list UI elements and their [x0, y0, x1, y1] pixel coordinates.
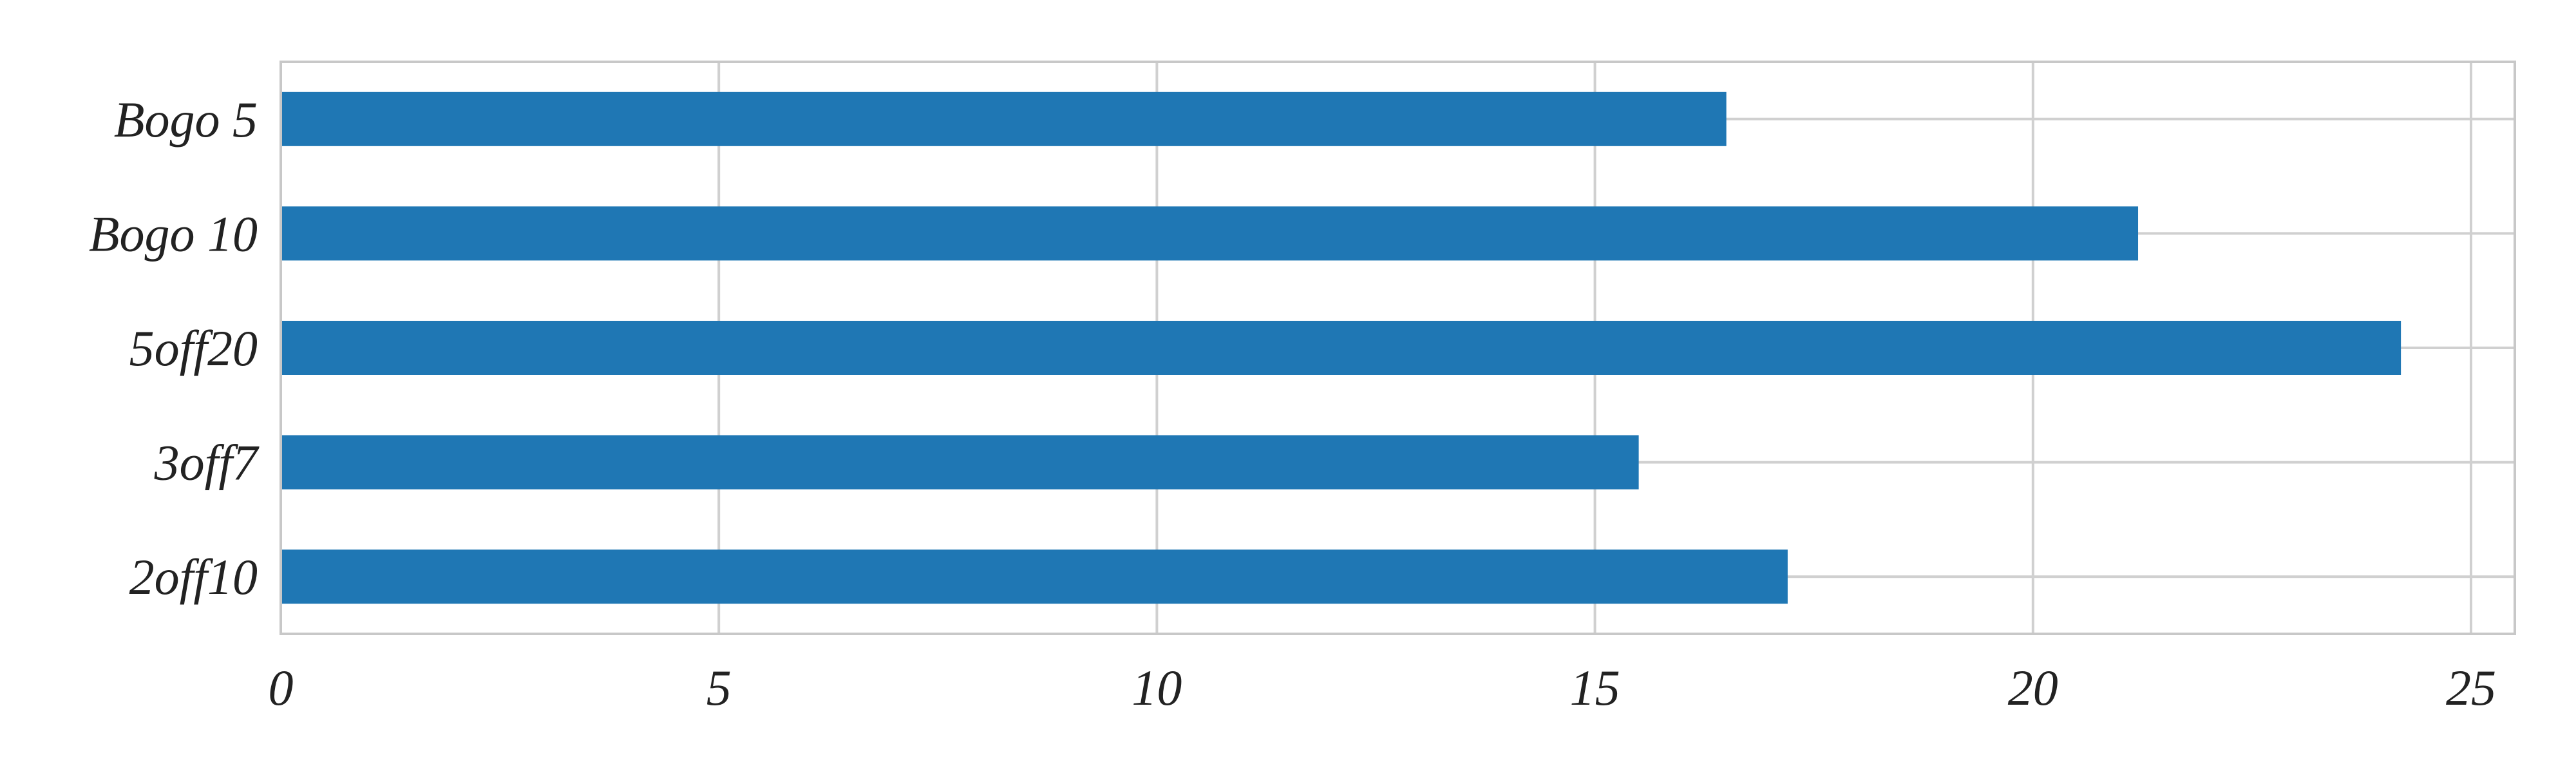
bar [281, 206, 2139, 261]
x-tick-label: 15 [1570, 660, 1620, 716]
bars [281, 91, 2401, 604]
x-tick-label: 0 [269, 660, 294, 716]
x-axis-tick-labels: 0 5 10 15 20 25 [269, 660, 2496, 716]
bar [281, 321, 2401, 375]
bar [281, 549, 1788, 604]
x-tick-label: 25 [2446, 660, 2496, 716]
category-label: 5off20 [129, 320, 258, 376]
category-label: Bogo 10 [89, 205, 258, 262]
x-tick-label: 20 [2008, 660, 2058, 716]
plot-frame [279, 61, 2516, 635]
category-label: 2off10 [129, 549, 258, 605]
x-tick-label: 5 [706, 660, 732, 716]
plot-border [279, 61, 2516, 635]
bar [281, 91, 1727, 146]
x-tick-label: 10 [1132, 660, 1182, 716]
bar [281, 435, 1639, 490]
category-label: Bogo 5 [114, 91, 258, 148]
y-axis-category-labels: Bogo 5 Bogo 10 5off20 3off7 2off10 [89, 91, 260, 605]
category-label: 3off7 [154, 435, 260, 491]
